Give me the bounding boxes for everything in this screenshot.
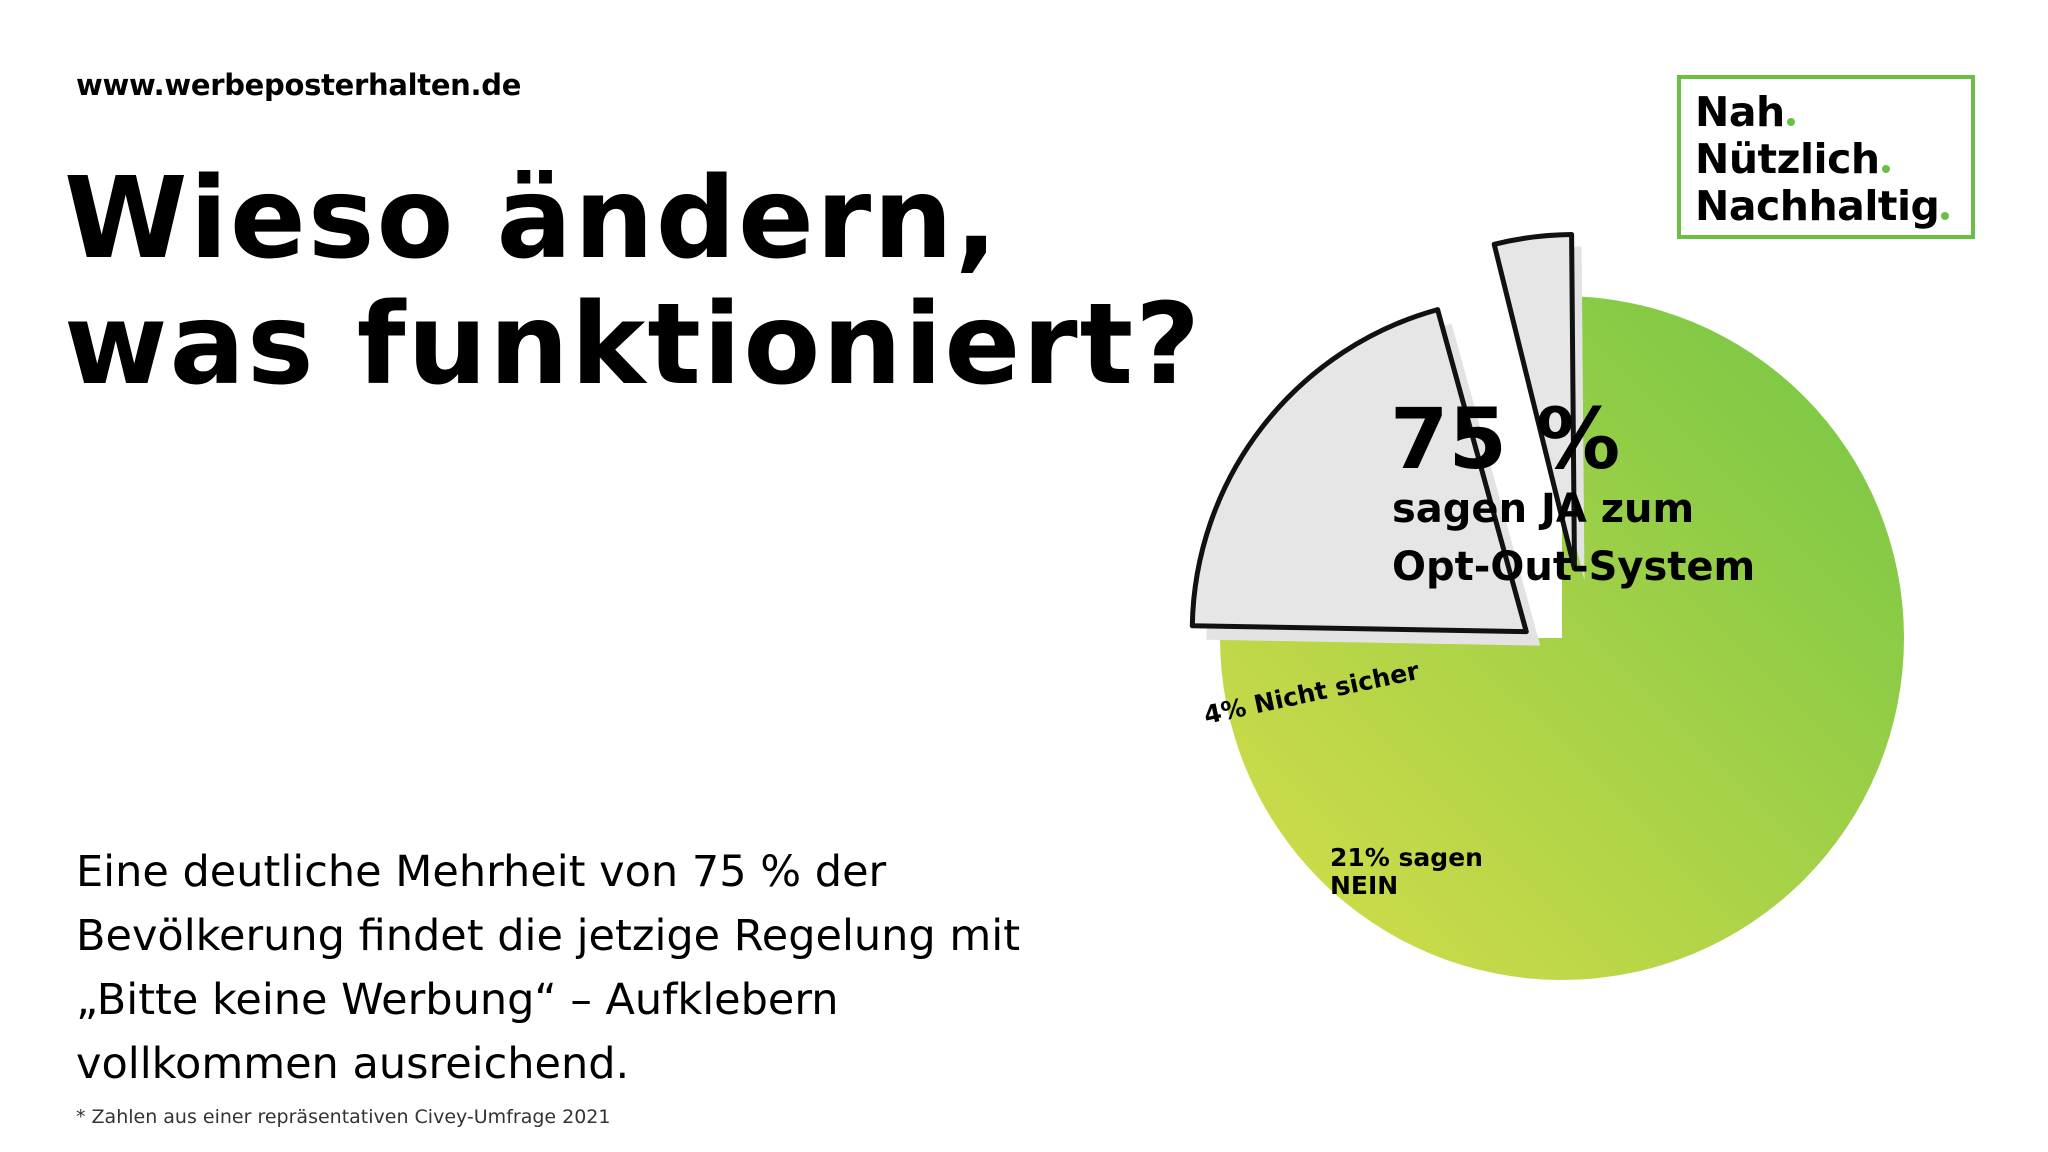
label-yes-value: 75 % — [1390, 390, 1620, 488]
brand-logo-box: Nah Nützlich Nachhaltig — [1677, 75, 1975, 239]
brand-dot — [1941, 212, 1950, 220]
headline-line-1: Wieso ändern, — [64, 154, 1000, 284]
brand-word-nuetzlich: Nützlich — [1695, 135, 1880, 183]
headline: Wieso ändern, was funktioniert? — [64, 156, 1202, 408]
label-yes-line-2: Opt-Out-System — [1392, 544, 1755, 590]
body-text: Eine deutliche Mehrheit von 75 % der Bev… — [76, 847, 1021, 1089]
chart-layer: 75 %sagen JA zum Opt-Out-System 21% sagenN… — [1189, 232, 1904, 980]
headline-line-2: was funktioniert? — [64, 280, 1203, 410]
pie-slice-yes — [1220, 296, 1904, 980]
pie-slice-no — [1189, 307, 1529, 635]
brand-word-nachhaltig: Nachhaltig — [1695, 182, 1940, 230]
brand-dot — [1881, 165, 1890, 173]
footnote: * Zahlen aus einer repräsentativen Civey… — [76, 1106, 611, 1128]
label-yes-line-1: sagen JA zum — [1392, 486, 1694, 532]
brand-dot — [1786, 118, 1795, 126]
label-no-line-2: NEIN — [1330, 871, 1398, 900]
pie-slice-unsure — [1491, 232, 1577, 571]
label-no-line-1: 21% sagen — [1330, 843, 1483, 872]
brand-word-nah: Nah — [1695, 88, 1785, 136]
brand-line-nachhaltig: Nachhaltig — [1695, 183, 1971, 230]
brand-line-nuetzlich: Nützlich — [1695, 136, 1971, 183]
website-url: www.werbeposterhalten.de — [76, 68, 522, 102]
brand-line-nah: Nah — [1695, 89, 1971, 136]
